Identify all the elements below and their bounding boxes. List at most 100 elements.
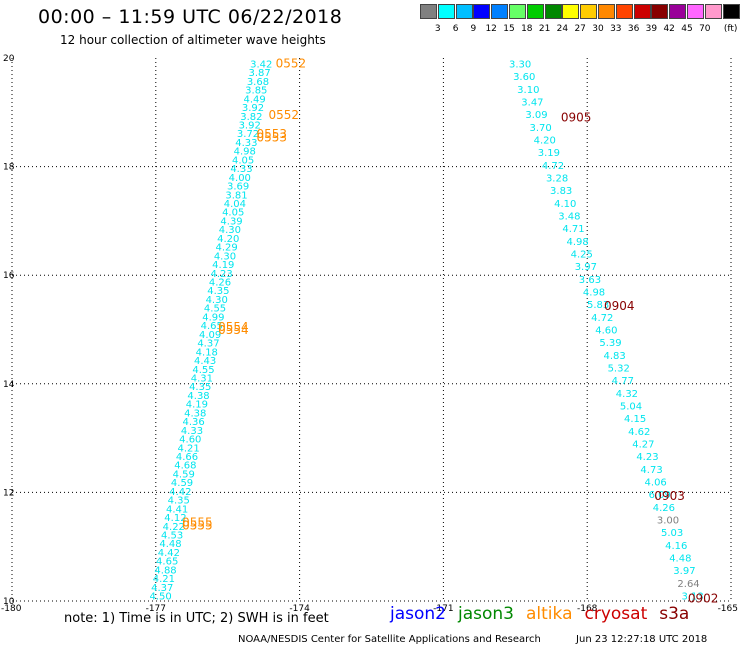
track-left-point: 4.22 [163,522,185,533]
scale-label: 42 [663,24,675,34]
scale-swatch [580,4,598,19]
track-left-point: 3.92 [239,120,261,131]
scale-swatch [509,4,526,19]
track-right-point: 3.97 [673,566,695,577]
track-left-point: 4.60 [179,435,201,446]
pass-label: 0554 [218,323,249,337]
track-left-point: 4.12 [164,513,186,524]
track-left-point: 4.49 [244,94,266,105]
track-right-point: 3.28 [546,173,568,184]
scale-swatch [633,4,651,19]
scale-label: 3 [434,24,441,34]
track-left-point: 4.33 [235,138,257,149]
scale-label: 9 [470,24,477,34]
track-right-point: 4.73 [640,465,662,476]
track-left-point: 4.33 [230,164,252,175]
grid-lines [12,58,731,601]
track-right-point: 2.64 [677,579,699,590]
track-right-point: 3.13 [682,592,704,603]
track-right-point: 3.09 [525,110,547,121]
track-left-point: 4.65 [156,557,178,568]
y-tick-label: 14 [3,380,15,390]
pass-label: 0553 [256,130,287,144]
track-right-point: 4.72 [542,161,564,172]
track-left-point: 4.05 [232,155,254,166]
track-right-point: 5.83 [587,300,609,311]
track-left-point: 4.59 [171,478,193,489]
track-right-point: 4.60 [595,326,617,337]
scale-swatch [544,4,562,19]
track-right-point: 4.98 [566,237,588,248]
track-left-point: 4.36 [182,417,204,428]
track-right-point: 3.30 [509,59,531,70]
track-right-point: 4.48 [669,554,691,565]
scale-label: 12 [485,24,497,34]
x-tick-label: -171 [433,604,453,614]
pass-label: 0903 [654,489,685,503]
scale-swatch [722,4,740,19]
scale-label: (ft) [723,24,738,34]
track-left-point: 4.35 [189,382,211,393]
scale-swatch [491,4,509,19]
track-right-point: 3.48 [558,211,580,222]
scale-label: 33 [610,24,622,34]
track-left-point: 4.35 [207,286,229,297]
track-right-point: 4.16 [665,541,687,552]
units-note: note: 1) Time is in UTC; 2) SWH is in fe… [64,611,329,626]
y-tick-label: 12 [3,488,14,498]
track-right-point: 4.20 [534,135,556,146]
footer-credit: NOAA/NESDIS Center for Satellite Applica… [238,634,707,645]
track-left-point: 4.43 [194,356,216,367]
track-left-point: 4.00 [229,173,251,184]
satellite-jason2: jason2 [390,604,446,624]
track-left-point: 4.55 [192,365,214,376]
scale-label: 21 [538,24,551,34]
track-right-point: 4.25 [571,249,593,260]
scale-label: 18 [521,24,533,34]
track-left-point: 4.30 [219,225,241,236]
pass-label: 0555 [182,515,213,529]
x-tick-label: -168 [577,604,598,614]
track-right-point: 3.10 [517,85,539,96]
track-left-point: 4.37 [197,339,219,350]
scale-label: 15 [503,24,515,34]
track-right-point: 4.98 [583,287,605,298]
track-left-point: 4.98 [234,147,256,158]
track-right-point: 4.27 [632,440,654,451]
credit-text: NOAA/NESDIS Center for Satellite Applica… [238,634,541,645]
scale-swatch [687,4,704,19]
track-left-point: 4.35 [168,496,190,507]
track-right-point: 3.97 [575,262,597,273]
track-left-point: 3.82 [240,112,262,123]
track-left-point: 4.09 [199,330,221,341]
track-right-point: 3.70 [530,123,552,134]
track-left-point: 4.38 [187,391,209,402]
track-left-point: 4.53 [161,531,183,542]
wave-height-points: 4.504.374.214.884.654.424.484.534.224.12… [149,59,703,602]
track-right-point: 4.23 [636,452,658,463]
track-right-point: 5.32 [608,364,630,375]
scale-swatch [598,4,615,19]
track-right-point: 4.15 [624,414,646,425]
track-right-point: 4.62 [628,427,650,438]
scale-label: 24 [556,24,569,34]
track-left-point: 3.42 [250,59,272,70]
chart-subtitle: 12 hour collection of altimeter wave hei… [60,33,326,47]
track-left-point: 4.50 [149,592,171,603]
scale-swatch [669,4,687,19]
track-left-point: 3.68 [247,77,269,88]
y-tick-label: 16 [3,271,15,281]
track-left-point: 3.92 [242,103,264,114]
scale-swatch [473,4,491,19]
track-left-point: 4.99 [202,312,224,323]
satellite-legend: jason2 jason3 altika cryosat s3a [390,604,701,624]
track-left-point: 4.30 [214,251,236,262]
track-left-point: 4.31 [191,373,213,384]
scale-label: 6 [452,24,459,34]
track-right-point: 4.71 [562,224,584,235]
scale-label: 70 [699,24,711,34]
track-left-point: 4.59 [173,469,195,480]
track-right-point: 3.63 [579,275,601,286]
scale-label: 27 [574,24,586,34]
track-left-point: 4.26 [209,278,231,289]
